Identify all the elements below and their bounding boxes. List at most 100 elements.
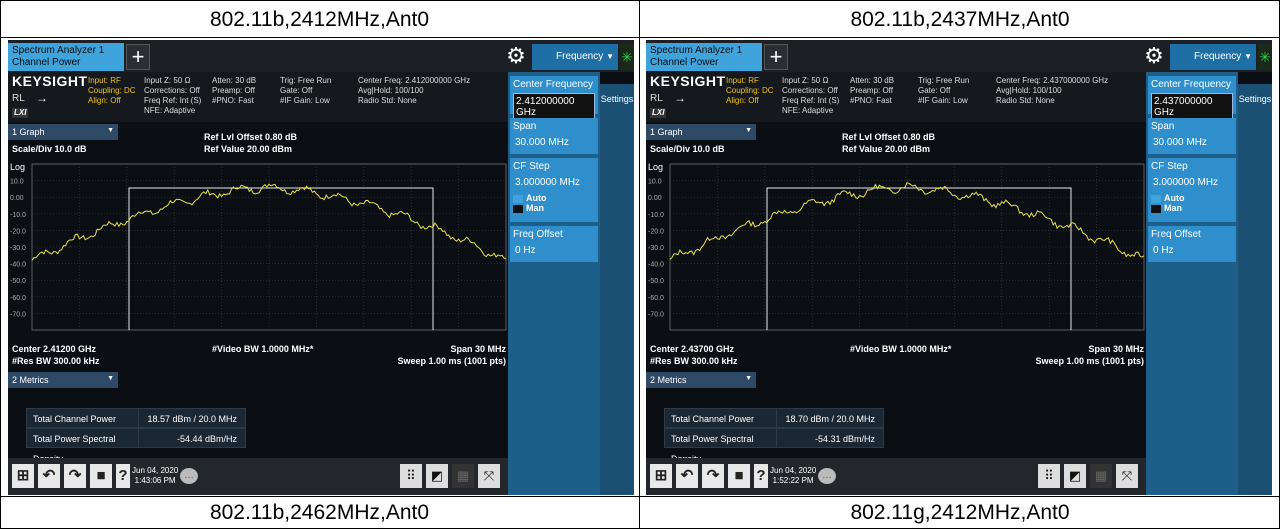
tab-spectrum-analyzer[interactable]: Spectrum Analyzer 1 Channel Power — [8, 43, 124, 71]
y-tick-label: -10.0 — [648, 212, 664, 219]
graph-select[interactable]: 1 Graph ▼ — [646, 124, 756, 140]
time: 1:52:22 PM — [772, 476, 814, 485]
taskbar: ⊞ ↶ ↷ ■ ? Jun 04, 2020 1:52:22 PM … ⠿ ◩ ▦… — [646, 458, 1146, 495]
span-label: Span — [1151, 121, 1175, 132]
auto-man-toggle[interactable]: Auto Man — [1151, 193, 1233, 213]
gear-icon[interactable]: ⚙ — [506, 43, 526, 68]
undo-icon[interactable]: ↶ — [676, 464, 698, 488]
auto-man-toggle[interactable]: Auto Man — [513, 193, 595, 213]
freq-offset-field[interactable]: Freq Offset 0 Hz — [510, 226, 598, 262]
center-freq-readout: Center 2.43700 GHz — [650, 344, 735, 354]
redo-icon[interactable]: ↷ — [702, 464, 724, 488]
metric-label: Total Power Spectral Density — [27, 429, 139, 464]
chevron-down-icon: ▼ — [107, 127, 114, 134]
coupling: Coupling: DC — [88, 86, 136, 95]
datetime: Jun 04, 2020 1:52:22 PM — [770, 466, 816, 486]
man-label: Man — [526, 203, 544, 213]
brand-logo: KEYSIGHT — [12, 73, 88, 89]
settings-tab[interactable]: Settings — [1238, 84, 1272, 495]
fullscreen-icon[interactable]: ⤧ — [478, 464, 500, 488]
status-col-2: Input Z: 50 Ω Corrections: Off Freq Ref:… — [782, 76, 840, 115]
res-bw-readout: #Res BW 300.00 kHz — [12, 356, 100, 366]
plot-footer: Center 2.43700 GHz #Res BW 300.00 kHz #V… — [646, 342, 1146, 368]
touch-icon[interactable]: ◩ — [426, 464, 448, 488]
video-bw-readout: #Video BW 1.0000 MHz* — [212, 344, 314, 354]
layout-icon[interactable]: ▦ — [452, 464, 474, 488]
table-divider — [639, 0, 640, 529]
frequency-menu-button[interactable]: Frequency ▼ — [1170, 44, 1256, 70]
windows-icon[interactable]: ⊞ — [650, 464, 672, 488]
layout-icon[interactable]: ▦ — [1090, 464, 1112, 488]
scale-div: Scale/Div 10.0 dB — [12, 144, 87, 154]
metrics-panel: 2 Metrics ▼ Total Channel Power 18.57 dBm … — [8, 368, 508, 464]
keypad-icon[interactable]: ⠿ — [400, 464, 422, 488]
metric-value: -54.44 dBm/Hz — [176, 434, 237, 444]
cf-step-value: 3.000000 MHz — [1153, 177, 1219, 188]
spectrum-trace — [31, 183, 507, 261]
file-icon[interactable]: ■ — [90, 464, 112, 488]
chat-icon[interactable]: … — [818, 468, 836, 484]
graph-select-label: 1 Graph — [12, 127, 45, 137]
redo-icon[interactable]: ↷ — [64, 464, 86, 488]
cf-step-field[interactable]: CF Step 3.000000 MHz Auto Man — [510, 158, 598, 222]
file-icon[interactable]: ■ — [728, 464, 750, 488]
spinner-icon: ✳ — [620, 44, 634, 70]
center-frequency-field[interactable]: Center Frequency 2.412000000 GHz — [510, 76, 598, 121]
span-value: 30.000 MHz — [515, 137, 569, 148]
metrics-select[interactable]: 2 Metrics ▼ — [8, 372, 118, 388]
y-tick-label: -10.0 — [10, 212, 26, 219]
y-tick-label: -30.0 — [648, 245, 664, 252]
gear-icon[interactable]: ⚙ — [1144, 43, 1164, 68]
chevron-down-icon: ▼ — [745, 375, 752, 382]
touch-icon[interactable]: ◩ — [1064, 464, 1086, 488]
graph-header: 1 Graph ▼ Scale/Div 10.0 dB Ref Lvl Offse… — [646, 122, 1146, 160]
undo-icon[interactable]: ↶ — [38, 464, 60, 488]
graph-select[interactable]: 1 Graph ▼ — [8, 124, 118, 140]
windows-icon[interactable]: ⊞ — [12, 464, 34, 488]
help-icon[interactable]: ? — [754, 464, 768, 488]
freq-offset-label: Freq Offset — [1151, 229, 1201, 240]
cf-step-field[interactable]: CF Step 3.000000 MHz Auto Man — [1148, 158, 1236, 222]
help-icon[interactable]: ? — [116, 464, 130, 488]
status-col-3: Atten: 30 dB Preamp: Off #PNO: Fast — [850, 76, 895, 105]
metrics-select-label: 2 Metrics — [650, 375, 687, 385]
sweep-readout: Sweep 1.00 ms (1001 pts) — [1035, 356, 1144, 366]
y-tick-label: -70.0 — [10, 311, 26, 318]
caption-bottom-right: 802.11g,2412MHz,Ant0 — [640, 496, 1280, 529]
span-field[interactable]: Span 30.000 MHz — [1148, 118, 1236, 154]
y-tick-label: -60.0 — [648, 295, 664, 302]
center-frequency-field[interactable]: Center Frequency 2.437000000 GHz — [1148, 76, 1236, 121]
center-frequency-value[interactable]: 2.437000000 GHz — [1151, 93, 1233, 121]
plus-icon[interactable]: + — [764, 44, 788, 70]
center-frequency-value[interactable]: 2.412000000 GHz — [513, 93, 595, 121]
frequency-menu-button[interactable]: Frequency ▼ — [532, 44, 618, 70]
keypad-icon[interactable]: ⠿ — [1038, 464, 1060, 488]
span-readout: Span 30 MHz — [450, 344, 506, 354]
caption-top-right: 802.11b,2437MHz,Ant0 — [640, 2, 1280, 38]
settings-tab[interactable]: Settings — [600, 84, 634, 495]
ref-value: Ref Value 20.00 dBm — [204, 144, 293, 154]
y-tick-label: -50.0 — [10, 278, 26, 285]
caption-top-left: 802.11b,2412MHz,Ant0 — [0, 2, 639, 38]
freq-offset-field[interactable]: Freq Offset 0 Hz — [1148, 226, 1236, 262]
rl-label: RL — [12, 93, 25, 104]
title-bar: Spectrum Analyzer 1 Channel Power + ⚙ Fr… — [646, 40, 1272, 72]
tab-title: Spectrum Analyzer 1 — [12, 45, 105, 56]
chevron-down-icon: ▼ — [107, 375, 114, 382]
y-tick-label: 10.0 — [10, 179, 24, 186]
scale-div: Scale/Div 10.0 dB — [650, 144, 725, 154]
chat-icon[interactable]: … — [180, 468, 198, 484]
caption-bottom-left: 802.11b,2462MHz,Ant0 — [0, 496, 639, 529]
metrics-select[interactable]: 2 Metrics ▼ — [646, 372, 756, 388]
channel-bandwidth-marker — [128, 187, 434, 330]
span-field[interactable]: Span 30.000 MHz — [510, 118, 598, 154]
metrics-table: Total Channel Power 18.57 dBm / 20.0 MHz … — [26, 408, 246, 464]
fullscreen-icon[interactable]: ⤧ — [1116, 464, 1138, 488]
plus-icon[interactable]: + — [126, 44, 150, 70]
y-tick-label: 10.0 — [648, 179, 662, 186]
metric-label: Total Channel Power — [27, 409, 139, 427]
tab-title: Spectrum Analyzer 1 — [650, 45, 743, 56]
date: Jun 04, 2020 — [132, 466, 179, 475]
y-tick-label: 0.00 — [10, 195, 24, 202]
tab-spectrum-analyzer[interactable]: Spectrum Analyzer 1 Channel Power — [646, 43, 762, 71]
